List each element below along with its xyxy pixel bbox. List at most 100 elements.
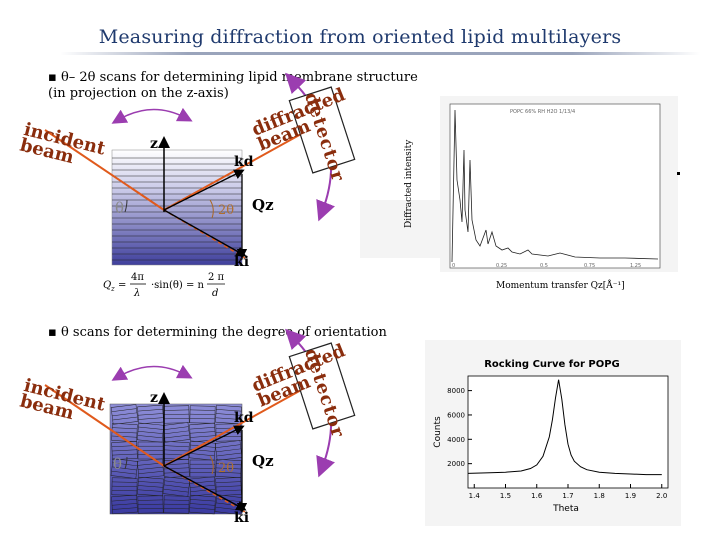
domain-layer xyxy=(216,452,242,457)
domain-layer xyxy=(215,467,241,470)
svg-text:1.25: 1.25 xyxy=(630,263,641,269)
kd-label: kd xyxy=(234,154,254,170)
x-tick-label: 1.5 xyxy=(500,492,511,500)
domain-layer xyxy=(138,471,164,474)
z-axis-label-2: z xyxy=(150,390,158,406)
ki-label-2: ki xyxy=(234,510,250,526)
theta-arc xyxy=(124,199,128,213)
domain-layer xyxy=(164,434,190,439)
domain-layer xyxy=(137,489,163,492)
domain-layer xyxy=(112,449,138,452)
domain-layer xyxy=(137,499,163,501)
domain-layer xyxy=(190,499,216,502)
y-tick-label: 6000 xyxy=(447,411,465,419)
momentum-transfer-label: Momentum transfer Qz[Å⁻¹] xyxy=(496,281,625,291)
domain-layer xyxy=(216,436,242,438)
domain-layer xyxy=(138,426,164,430)
plot-dot xyxy=(677,172,680,175)
domain-layer xyxy=(190,431,216,434)
domain-layer xyxy=(215,471,241,474)
x-tick-label: 1.7 xyxy=(562,492,573,500)
plot-frame xyxy=(467,375,669,489)
domain-layer xyxy=(190,435,216,438)
plot-header: POPC 66% RH H2O 1/13/4 xyxy=(510,109,575,115)
domain-layer xyxy=(112,453,138,456)
svg-text:λ: λ xyxy=(133,288,140,299)
x-axis-label: Theta xyxy=(552,504,579,514)
domain-layer xyxy=(189,507,215,510)
ki-vector-2 xyxy=(163,465,247,511)
domain-layer xyxy=(112,412,137,417)
svg-text:0.75: 0.75 xyxy=(584,263,595,269)
domain-layer xyxy=(164,413,190,415)
domain-layer xyxy=(216,489,242,492)
domain-layer xyxy=(111,490,137,492)
domain-layer xyxy=(215,481,241,484)
title-underline xyxy=(60,52,700,55)
y-tick-label: 4000 xyxy=(447,436,465,444)
domain-layer xyxy=(112,416,138,421)
domain-layer xyxy=(164,445,190,448)
domain-layer xyxy=(138,481,164,484)
domain-layer xyxy=(137,409,163,412)
domain-layer xyxy=(215,444,241,448)
x-tick-label: 2.0 xyxy=(656,492,667,500)
svg-text:0: 0 xyxy=(452,263,455,269)
domain-layer xyxy=(163,409,189,411)
domain-layer xyxy=(216,463,242,466)
domain-layer xyxy=(112,427,138,430)
domain-layer xyxy=(164,418,190,420)
domain-layer xyxy=(163,488,189,493)
incident-beam-line xyxy=(44,129,165,211)
theta-arc-2 xyxy=(124,456,128,470)
domain-layer xyxy=(190,489,216,492)
domain-layer xyxy=(111,499,137,502)
domain-layer xyxy=(163,503,189,505)
y-tick-label: 8000 xyxy=(447,387,465,395)
kd-label-2: kd xyxy=(234,410,254,426)
kd-vector-2 xyxy=(163,425,245,467)
y-tick-label: 2000 xyxy=(447,460,465,468)
ki-vector xyxy=(163,209,247,257)
svg-text:2 π: 2 π xyxy=(208,272,225,283)
rocking-curve-line xyxy=(467,379,662,476)
domain-layer xyxy=(138,417,164,420)
domain-layer xyxy=(111,435,137,438)
domain-layer xyxy=(112,503,138,506)
x-tick-label: 1.6 xyxy=(531,492,543,500)
kd-vector xyxy=(163,169,245,211)
domain-layer xyxy=(215,417,241,420)
domain-layer xyxy=(111,408,137,412)
chart-title: Rocking Curve for POPG xyxy=(484,359,620,370)
plot-shade-left xyxy=(360,200,448,258)
domain-layer xyxy=(189,503,215,506)
domain-layer xyxy=(216,409,242,412)
domain-layer xyxy=(138,503,164,505)
domain-layer xyxy=(164,430,189,435)
svg-text:=: = xyxy=(118,280,126,291)
domain-layer xyxy=(215,413,241,416)
domain-layer xyxy=(163,426,189,430)
sample-rotation-arrow xyxy=(111,107,193,124)
svg-text:z: z xyxy=(110,285,115,293)
x-tick-label: 1.4 xyxy=(469,492,481,500)
domain-layer xyxy=(111,431,137,434)
theta-label: θ xyxy=(115,199,124,217)
two-theta-label-2: 2θ xyxy=(218,461,234,476)
domain-layer xyxy=(137,435,163,439)
x-tick-label: 1.8 xyxy=(594,492,605,500)
domain-layer xyxy=(164,484,189,489)
domain-layer xyxy=(163,508,189,510)
domain-layer xyxy=(216,448,241,453)
domain-layer xyxy=(189,418,215,420)
domain-layer xyxy=(138,413,164,416)
diffraction-trace xyxy=(451,109,659,263)
domain-layer xyxy=(190,409,216,411)
two-theta-arc-2 xyxy=(209,455,214,475)
domain-layer xyxy=(112,466,137,471)
slide-title: Measuring diffraction from oriented lipi… xyxy=(98,26,622,48)
